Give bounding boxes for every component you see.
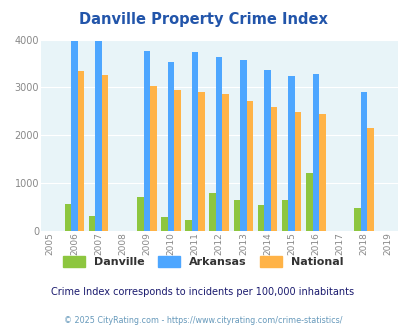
Bar	[354, 208, 360, 231]
Text: Danville Property Crime Index: Danville Property Crime Index	[79, 12, 326, 26]
Bar	[367, 128, 373, 231]
Bar	[89, 216, 95, 231]
Bar	[143, 51, 150, 231]
Bar	[257, 205, 264, 231]
Bar	[222, 94, 228, 231]
Bar	[233, 200, 239, 231]
Bar	[239, 60, 246, 231]
Bar	[288, 76, 294, 231]
Text: © 2025 CityRating.com - https://www.cityrating.com/crime-statistics/: © 2025 CityRating.com - https://www.city…	[64, 315, 341, 325]
Bar	[209, 193, 215, 231]
Legend: Danville, Arkansas, National: Danville, Arkansas, National	[58, 251, 347, 271]
Bar	[174, 90, 180, 231]
Bar	[305, 173, 312, 231]
Bar	[64, 204, 71, 231]
Bar	[318, 114, 325, 231]
Bar	[360, 92, 367, 231]
Bar	[281, 200, 288, 231]
Bar	[102, 75, 108, 231]
Bar	[270, 107, 277, 231]
Bar	[246, 101, 253, 231]
Bar	[150, 85, 156, 231]
Bar	[312, 74, 318, 231]
Bar	[264, 70, 270, 231]
Bar	[198, 92, 205, 231]
Bar	[215, 57, 222, 231]
Bar	[185, 220, 192, 231]
Bar	[71, 41, 77, 231]
Bar	[192, 51, 198, 231]
Bar	[294, 112, 301, 231]
Bar	[77, 71, 84, 231]
Bar	[161, 216, 167, 231]
Bar	[95, 41, 102, 231]
Text: Crime Index corresponds to incidents per 100,000 inhabitants: Crime Index corresponds to incidents per…	[51, 287, 354, 297]
Bar	[137, 197, 143, 231]
Bar	[167, 62, 174, 231]
